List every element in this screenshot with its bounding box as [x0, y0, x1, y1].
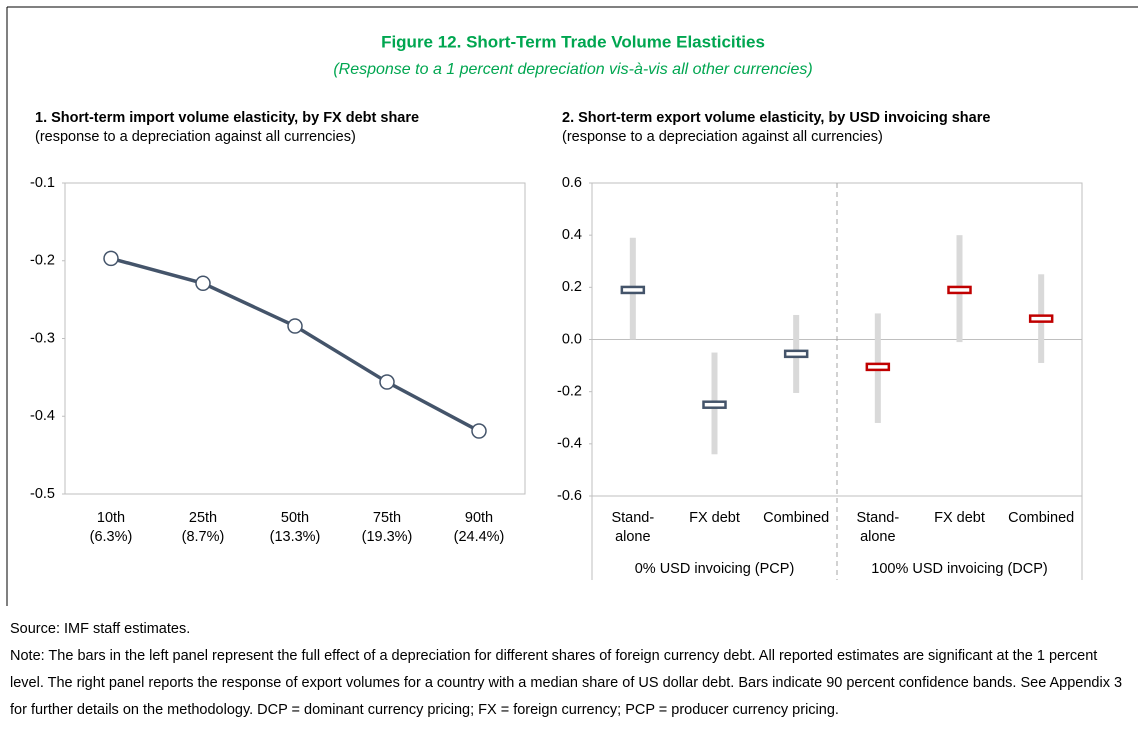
panel-title: 1. Short-term import volume elasticity, …	[35, 110, 419, 126]
x-tick-label: 10th	[97, 510, 125, 526]
estimate	[1028, 314, 1054, 323]
estimate	[702, 400, 727, 409]
line	[110, 256, 480, 433]
y-tick-label: -0.2	[30, 253, 55, 269]
x-tick-label: FX debt	[934, 510, 985, 526]
x-tick-label: 75th	[373, 510, 401, 526]
y-tick-label: 0.6	[562, 175, 582, 191]
figure-title: Figure 12. Short-Term Trade Volume Elast…	[381, 32, 765, 51]
x-tick-label: 50th	[281, 510, 309, 526]
x-tick-label: (13.3%)	[270, 529, 321, 545]
estimate	[865, 362, 891, 372]
group-label: 0% USD invoicing (PCP)	[635, 561, 795, 577]
group-label: 100% USD invoicing (DCP)	[871, 561, 1047, 577]
y-tick-label: -0.2	[557, 383, 582, 399]
figure: Figure 12. Short-Term Trade Volume Elast…	[6, 6, 1138, 606]
panel-subtitle: (response to a depreciation against all …	[562, 129, 883, 145]
estimate	[783, 349, 809, 359]
estimate	[947, 285, 972, 295]
x-tick-label: alone	[860, 529, 895, 545]
note: Note: The bars in the left panel represe…	[10, 648, 1123, 718]
y-tick-label: 0.4	[562, 227, 582, 243]
point	[471, 423, 487, 439]
x-tick-label: Combined	[763, 510, 829, 526]
panel-subtitle: (response to a depreciation against all …	[35, 129, 356, 145]
x-tick-label: 90th	[465, 510, 493, 526]
x-tick-label: (8.7%)	[182, 529, 225, 545]
y-tick-label: -0.4	[557, 436, 582, 452]
x-tick-label: Combined	[1008, 510, 1074, 526]
y-tick-label: -0.4	[30, 408, 55, 424]
point	[379, 374, 395, 390]
point	[195, 275, 211, 292]
x-tick-label: (24.4%)	[454, 529, 505, 545]
x-tick-label: alone	[615, 529, 650, 545]
x-tick-label: 25th	[189, 510, 217, 526]
y-tick-label: -0.5	[30, 486, 55, 502]
y-tick-label: -0.6	[557, 488, 582, 504]
y-tick-label: -0.1	[30, 175, 55, 191]
point	[287, 318, 303, 334]
y-tick-label: -0.3	[30, 330, 55, 346]
figure-subtitle: (Response to a 1 percent depreciation vi…	[333, 61, 812, 78]
x-tick-label: (6.3%)	[90, 529, 133, 545]
x-tick-label: Stand-	[856, 510, 899, 526]
x-tick-label: Stand-	[611, 510, 654, 526]
x-tick-label: FX debt	[689, 510, 740, 526]
point	[103, 250, 119, 267]
estimate	[620, 285, 646, 295]
source: Source: IMF staff estimates.	[10, 621, 191, 637]
panel-title: 2. Short-term export volume elasticity, …	[562, 110, 990, 126]
y-tick-label: 0.2	[562, 279, 582, 295]
plot-frame	[64, 182, 526, 495]
x-tick-label: (19.3%)	[362, 529, 413, 545]
y-tick-label: 0.0	[562, 331, 582, 347]
